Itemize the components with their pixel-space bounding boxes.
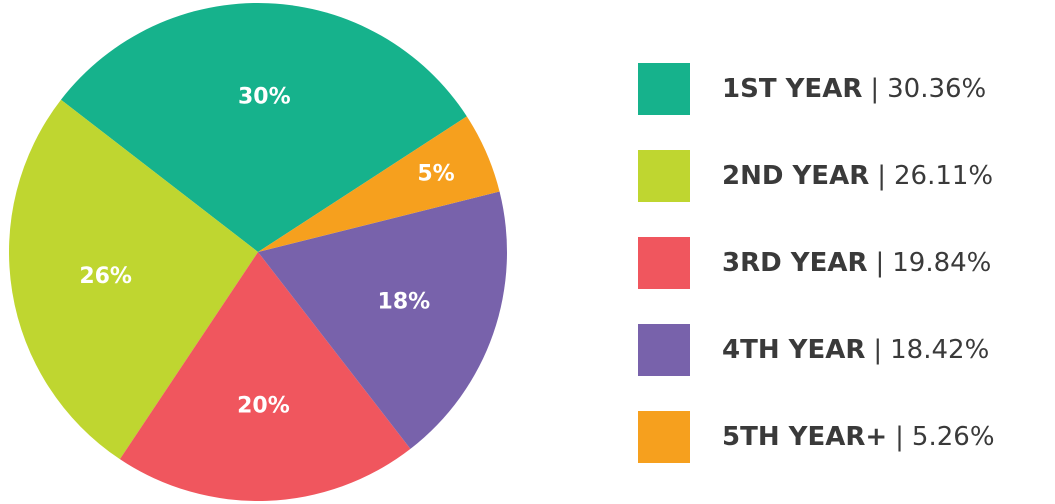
- legend-label: 3RD YEAR | 19.84%: [722, 248, 991, 278]
- legend-label: 1ST YEAR | 30.36%: [722, 74, 986, 104]
- legend-separator: |: [895, 422, 904, 452]
- legend-separator: |: [870, 74, 879, 104]
- slice-label: 18%: [378, 290, 431, 315]
- legend-separator: |: [877, 161, 886, 191]
- legend-value: 30.36%: [887, 74, 986, 104]
- legend-category: 2ND YEAR: [722, 161, 869, 191]
- legend-category: 3RD YEAR: [722, 248, 867, 278]
- legend-value: 19.84%: [892, 248, 991, 278]
- pie-slice: [258, 191, 507, 449]
- legend-swatch: [638, 411, 690, 463]
- legend-value: 5.26%: [912, 422, 995, 452]
- legend-value: 18.42%: [890, 335, 989, 365]
- legend-category: 1ST YEAR: [722, 74, 862, 104]
- legend-label: 5TH YEAR+ | 5.26%: [722, 422, 995, 452]
- pie-slice: [119, 252, 411, 502]
- legend-swatch: [638, 324, 690, 376]
- legend-swatch: [638, 63, 690, 115]
- legend-value: 26.11%: [894, 161, 993, 191]
- legend-label: 4TH YEAR | 18.42%: [722, 335, 989, 365]
- legend-separator: |: [873, 335, 882, 365]
- slice-label: 5%: [417, 161, 454, 186]
- legend-category: 4TH YEAR: [722, 335, 865, 365]
- legend-swatch: [638, 237, 690, 289]
- pie-slice: [258, 116, 500, 252]
- slice-label: 30%: [238, 85, 291, 110]
- pie-slice: [9, 99, 258, 460]
- slice-label: 26%: [79, 264, 132, 289]
- legend-separator: |: [875, 248, 884, 278]
- legend-label: 2ND YEAR | 26.11%: [722, 161, 993, 191]
- slice-label: 20%: [237, 393, 290, 418]
- pie-slice: [60, 3, 467, 253]
- legend-category: 5TH YEAR+: [722, 422, 887, 452]
- legend-swatch: [638, 150, 690, 202]
